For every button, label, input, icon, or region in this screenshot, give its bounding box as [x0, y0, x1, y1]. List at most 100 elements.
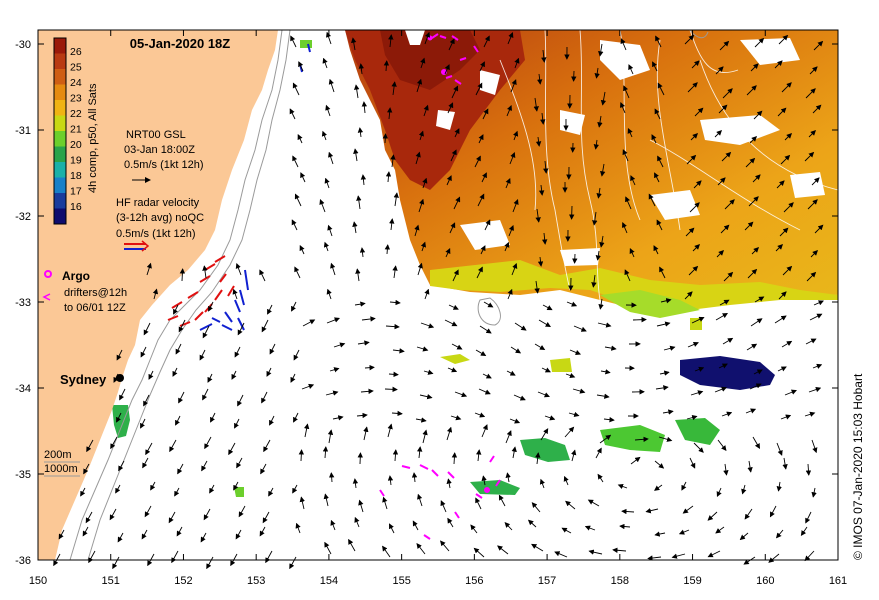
current-vector: [693, 442, 704, 453]
current-vector: [146, 262, 152, 276]
current-vector: [595, 447, 602, 459]
current-vector: [807, 199, 818, 210]
current-vector: [263, 439, 271, 453]
colorbar-tick-label: 20: [70, 139, 82, 151]
current-vector: [326, 317, 340, 324]
current-vector: [743, 556, 756, 565]
current-vector: [754, 37, 765, 48]
current-vector: [475, 497, 482, 510]
colorbar-frame: [53, 37, 67, 225]
current-vector: [718, 104, 728, 114]
current-vector: [769, 505, 777, 518]
current-vector: [750, 63, 759, 72]
current-vector: [292, 155, 299, 168]
colorbar-swatch: [54, 53, 66, 70]
current-vector: [599, 235, 605, 248]
argo-label: Argo: [62, 269, 90, 283]
current-vector: [507, 288, 513, 300]
x-tick-label: 156: [465, 575, 483, 587]
current-vector: [200, 532, 207, 543]
current-vector: [511, 262, 518, 276]
current-vector: [774, 315, 787, 324]
current-vector: [301, 383, 315, 390]
current-vector: [479, 325, 492, 334]
current-vector: [352, 221, 358, 234]
drifters-label-1: drifters@12h: [64, 287, 127, 299]
current-vector: [753, 369, 763, 375]
current-vector: [504, 241, 510, 252]
current-vector: [719, 40, 730, 51]
current-vector: [809, 66, 818, 75]
current-vector: [424, 288, 430, 300]
gsl-scale: 0.5m/s (1kt 12h): [124, 159, 203, 171]
current-vector: [172, 367, 178, 377]
current-vector: [417, 446, 423, 459]
gsl-title: NRT00 GSL: [126, 129, 186, 141]
current-vector: [535, 208, 541, 223]
current-vector: [143, 394, 150, 407]
current-vector: [694, 366, 705, 372]
current-vector: [387, 423, 393, 438]
current-vector: [814, 224, 824, 234]
current-vector: [687, 341, 699, 348]
current-vector: [717, 177, 726, 186]
bathymetry-contours: [69, 29, 709, 561]
current-vector: [597, 322, 612, 328]
current-vector: [168, 511, 176, 524]
current-vector: [656, 321, 671, 327]
current-vector: [569, 349, 581, 355]
current-vector: [511, 446, 517, 459]
current-vector: [174, 487, 180, 497]
current-vector: [478, 134, 484, 144]
colorbar-swatch: [54, 100, 66, 116]
current-vector: [634, 436, 649, 442]
current-vector: [152, 288, 159, 300]
current-vector: [58, 529, 65, 540]
current-vector: [145, 442, 153, 456]
x-tick-label: 160: [756, 575, 774, 587]
current-vector: [388, 34, 394, 48]
colorbar-swatch: [54, 177, 66, 194]
current-vector: [352, 478, 359, 489]
hf-scale: 0.5m/s (1kt 12h): [116, 228, 195, 240]
current-vector: [298, 449, 305, 462]
current-vector: [412, 520, 419, 531]
sst-green-patches: [112, 40, 720, 497]
current-vector: [449, 222, 456, 234]
y-tick-label: -34: [15, 383, 31, 395]
current-vector: [424, 31, 431, 45]
colorbar-swatch: [54, 208, 66, 225]
current-vector: [776, 180, 785, 189]
current-vector: [392, 449, 399, 462]
current-vector: [538, 184, 545, 196]
current-vector: [451, 343, 463, 350]
current-vector: [208, 301, 214, 312]
current-vector: [566, 301, 578, 307]
current-vector: [233, 481, 239, 491]
current-vector: [445, 247, 451, 258]
current-vector: [206, 556, 214, 570]
current-vector: [235, 529, 242, 540]
drifters-label-2: to 06/01 12Z: [64, 302, 126, 314]
current-vector: [80, 487, 86, 497]
current-vector: [573, 325, 587, 332]
current-vector: [294, 193, 302, 207]
current-vector: [514, 57, 520, 69]
current-vector: [561, 527, 572, 534]
current-vector: [537, 256, 544, 267]
current-vector: [588, 549, 603, 555]
current-vector: [330, 262, 336, 276]
current-vector: [423, 369, 434, 375]
current-vector: [447, 102, 454, 114]
current-vector: [592, 211, 598, 226]
current-vector: [299, 496, 305, 510]
colorbar-tick-label: 24: [70, 77, 82, 89]
current-vector: [690, 132, 699, 141]
current-vector: [739, 532, 749, 541]
current-vector: [177, 463, 184, 475]
colorbar-tick-label: 16: [70, 201, 82, 213]
colorbar-swatch: [54, 84, 66, 101]
current-vector: [811, 487, 817, 498]
colorbar-tick-label: 21: [70, 124, 82, 136]
copyright-text: © IMOS 07-Jan-2020 15:03 Hobart: [851, 373, 865, 560]
